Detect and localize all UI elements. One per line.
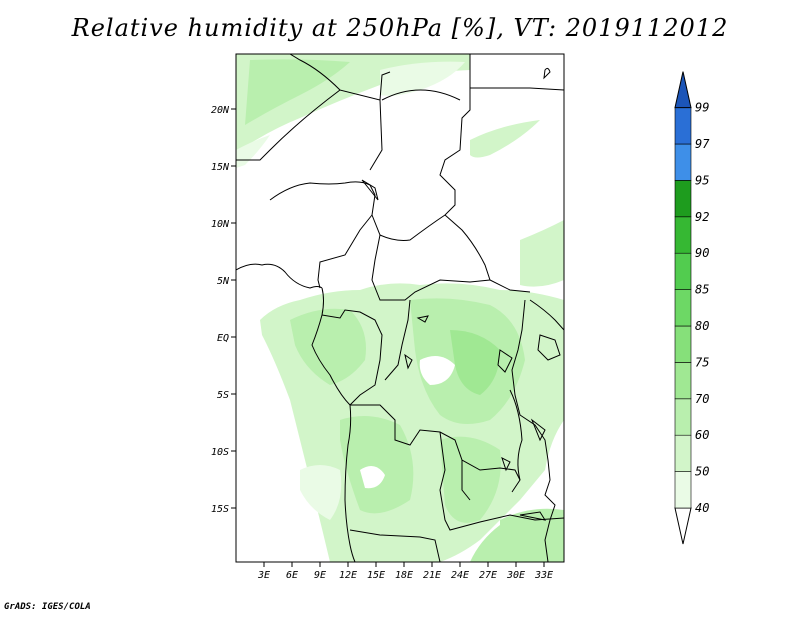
lon-tick-label: 30E [506, 570, 525, 581]
lat-tick-label: 20N [211, 105, 230, 116]
colorbar-level-label: 85 [695, 283, 709, 297]
colorbar-swatch [674, 362, 692, 400]
lon-tick-label: 24E [451, 570, 469, 581]
lon-tick-label: 27E [479, 570, 497, 581]
lon-axis: 3E 6E 9E 12E 15E 18E 21E 24E 27E 30E 33E [257, 562, 553, 581]
colorbar-level-label: 99 [695, 101, 709, 115]
map-frame [235, 53, 565, 563]
colorbar-swatch [674, 143, 692, 181]
colorbar-swatch [674, 107, 692, 145]
lon-tick-label: 33E [534, 570, 553, 581]
credit-label: GrADS: IGES/COLA [4, 602, 91, 612]
lon-tick-label: 18E [395, 570, 413, 581]
lon-tick-label: 12E [339, 570, 357, 581]
colorbar-level-label: 92 [695, 210, 709, 224]
colorbar-swatch [674, 180, 692, 218]
lat-tick-label: 10S [211, 447, 229, 458]
lat-tick-label: EQ [217, 333, 229, 344]
colorbar-level-label: 40 [695, 501, 709, 515]
colorbar-under-triangle [674, 507, 692, 545]
colorbar-swatch [674, 434, 692, 472]
colorbar-level-label: 75 [695, 355, 709, 369]
colorbar-swatch [674, 398, 692, 436]
lat-tick-label: 5N [217, 276, 230, 287]
plot-title: Relative humidity at 250hPa [%], VT: 201… [71, 14, 729, 42]
colorbar-level-label: 95 [695, 173, 709, 187]
colorbar-level-label: 97 [695, 137, 710, 151]
colorbar-level-label: 50 [695, 465, 709, 479]
colorbar-over-triangle [674, 71, 692, 109]
lon-tick-label: 9E [314, 570, 326, 581]
colorbar-swatch [674, 471, 692, 509]
colorbar-level-label: 60 [695, 428, 709, 442]
colorbar-level-label: 70 [695, 392, 709, 406]
colorbar-swatch [674, 252, 692, 290]
country-borders [236, 54, 564, 562]
lon-tick-label: 6E [286, 570, 298, 581]
lat-tick-label: 15S [211, 504, 229, 515]
colorbar-swatch [674, 289, 692, 327]
colorbar-level-label: 90 [695, 246, 709, 260]
lon-tick-label: 15E [367, 570, 385, 581]
colorbar-level-label: 80 [695, 319, 709, 333]
lat-tick-label: 5S [217, 390, 229, 401]
colorbar-swatch [674, 216, 692, 254]
lat-axis: 20N 15N 10N 5N EQ 5S 10S 15S [211, 105, 236, 515]
lon-tick-label: 3E [257, 570, 270, 581]
colorbar: 40 50 60 70 75 80 85 90 92 95 97 99 [674, 71, 710, 545]
lat-tick-label: 15N [211, 162, 230, 173]
lat-tick-label: 10N [211, 219, 230, 230]
lon-tick-label: 21E [423, 570, 441, 581]
colorbar-swatch [674, 325, 692, 363]
humidity-field [236, 54, 564, 562]
